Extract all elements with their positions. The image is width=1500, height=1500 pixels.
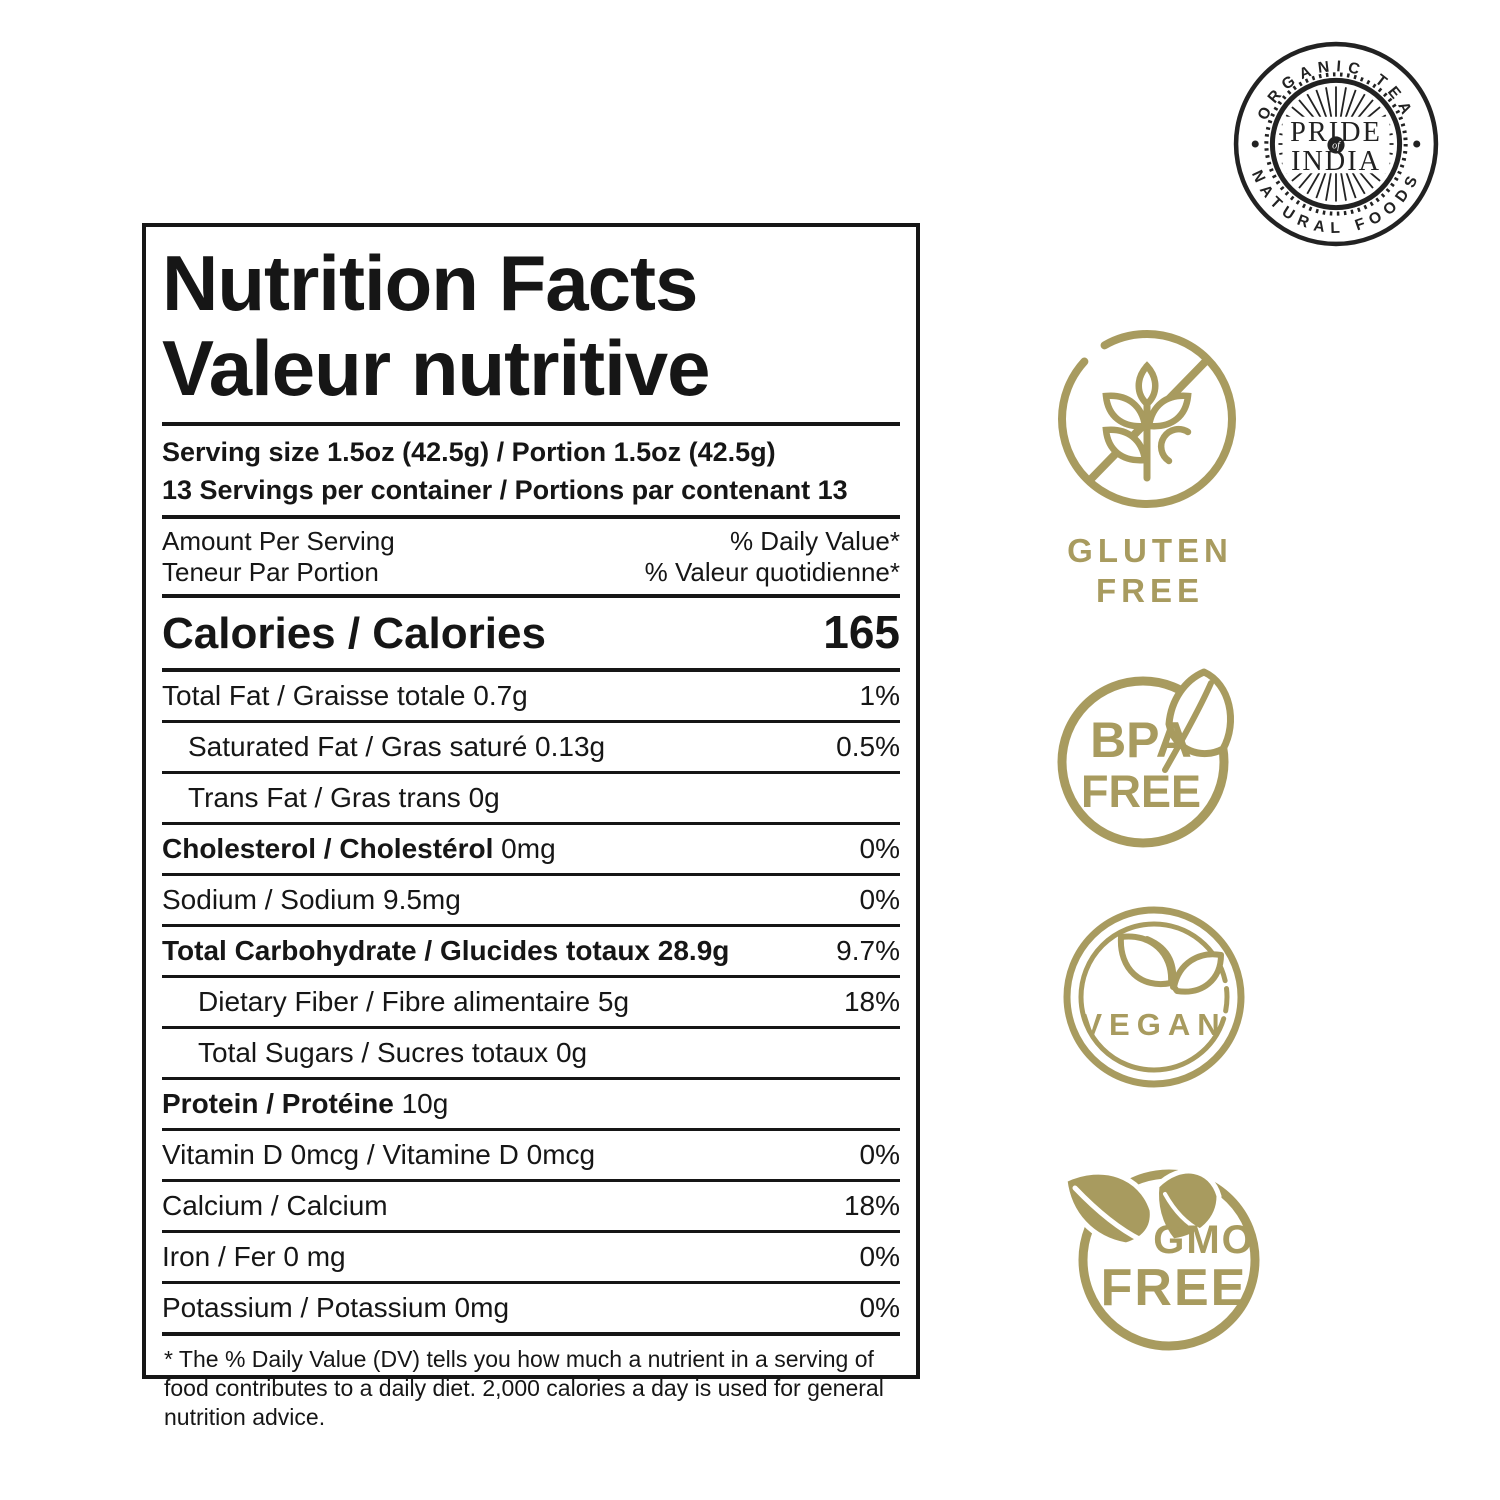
nutrient-name: 10g bbox=[393, 1088, 449, 1119]
nutrient-row: Calcium / Calcium 18% bbox=[162, 1179, 900, 1230]
vegan-badge: VEGAN bbox=[1059, 905, 1249, 1094]
logo-seal: ORGANIC TEA NATURAL FOODS PRIDE INDIA of bbox=[1233, 41, 1439, 247]
nutrient-rows: Total Fat / Graisse totale 0.7g 1% Satur… bbox=[162, 668, 900, 1332]
nutrient-name: 0mg bbox=[493, 833, 556, 864]
nutrient-value: 18% bbox=[843, 1190, 900, 1221]
vegan-text: VEGAN bbox=[1081, 1007, 1226, 1042]
calories-row: Calories / Calories 165 bbox=[162, 598, 900, 668]
divider bbox=[162, 1332, 900, 1336]
nutrient-name-bold: Total Carbohydrate / Glucides totaux 28.… bbox=[162, 935, 730, 966]
daily-value-en: % Daily Value* bbox=[729, 526, 900, 556]
nutrient-value: 1% bbox=[859, 680, 900, 711]
logo-gear-ring bbox=[1264, 72, 1408, 216]
gluten-free-icon bbox=[1058, 330, 1236, 508]
nutrient-value: 0.5% bbox=[836, 731, 900, 762]
serving-size: Serving size 1.5oz (42.5g) / Portion 1.5… bbox=[162, 437, 776, 467]
nutrient-name: Vitamin D 0mcg / Vitamine D 0mcg bbox=[162, 1139, 596, 1170]
nutrient-row: Protein / Protéine 10g bbox=[162, 1077, 900, 1128]
label-title-en: Nutrition Facts bbox=[162, 239, 698, 327]
gmo-free-icon: GMO FREE bbox=[1062, 1168, 1260, 1351]
bpa-free-text-line2: FREE bbox=[1081, 766, 1201, 817]
nutrient-row: Iron / Fer 0 mg 0% bbox=[162, 1230, 900, 1281]
logo-left-dot-icon bbox=[1251, 140, 1259, 148]
nutrient-value: 0% bbox=[859, 833, 900, 864]
vegan-icon: VEGAN bbox=[1063, 906, 1245, 1088]
nutrient-name: Trans Fat / Gras trans 0g bbox=[188, 782, 500, 813]
gmo-free-text-line1: GMO bbox=[1153, 1218, 1255, 1262]
nutrient-value: 9.7% bbox=[836, 935, 900, 966]
nutrient-value: 0% bbox=[859, 1292, 900, 1323]
label-title-fr: Valeur nutritive bbox=[162, 324, 711, 412]
nutrient-name-bold: Cholesterol / Cholestérol bbox=[162, 833, 494, 864]
nutrient-row: Dietary Fiber / Fibre alimentaire 5g 18% bbox=[162, 975, 900, 1026]
nutrient-row: Sodium / Sodium 9.5mg 0% bbox=[162, 873, 900, 924]
gmo-free-text-line2: FREE bbox=[1101, 1259, 1248, 1317]
divider bbox=[162, 594, 900, 598]
nutrient-name-bold: Protein / Protéine bbox=[162, 1088, 394, 1119]
amount-per-serving-en: Amount Per Serving bbox=[162, 526, 395, 556]
logo-of-dot bbox=[1327, 136, 1345, 154]
nutrient-value: 0% bbox=[859, 884, 900, 915]
amount-per-serving-fr: Teneur Par Portion bbox=[162, 557, 379, 587]
divider bbox=[162, 422, 900, 426]
serving-info: Serving size 1.5oz (42.5g) / Portion 1.5… bbox=[162, 426, 900, 515]
nutrient-row: Total Fat / Graisse totale 0.7g 1% bbox=[162, 672, 900, 720]
logo-right-dot-icon bbox=[1413, 140, 1421, 148]
gluten-free-label-line1: GLUTEN bbox=[1067, 532, 1233, 569]
nutrient-value: 0% bbox=[859, 1241, 900, 1272]
servings-per-container: 13 Servings per container / Portions par… bbox=[162, 475, 848, 505]
divider bbox=[162, 515, 900, 519]
bpa-free-text-line1: BPA bbox=[1090, 712, 1192, 768]
nutrient-value: 18% bbox=[843, 986, 900, 1017]
daily-value-fr: % Valeur quotidienne* bbox=[644, 557, 900, 587]
bpa-free-icon: BPA FREE bbox=[1057, 668, 1234, 848]
nutrient-name: Dietary Fiber / Fibre alimentaire 5g bbox=[198, 986, 630, 1017]
nutrient-row: Saturated Fat / Gras saturé 0.13g 0.5% bbox=[162, 720, 900, 771]
logo-center-mid-text: of bbox=[1332, 141, 1341, 152]
amount-per-serving-header: Amount Per Serving Teneur Par Portion % … bbox=[162, 519, 900, 594]
nutrient-row: Cholesterol / Cholestérol 0mg 0% bbox=[162, 822, 900, 873]
nutrient-row: Vitamin D 0mcg / Vitamine D 0mcg 0% bbox=[162, 1128, 900, 1179]
pride-of-india-logo: ORGANIC TEA NATURAL FOODS PRIDE INDIA of bbox=[1230, 38, 1442, 255]
gluten-free-label-line2: FREE bbox=[1095, 572, 1204, 609]
nutrient-name: Sodium / Sodium 9.5mg bbox=[162, 884, 461, 915]
gmo-free-badge: GMO FREE bbox=[1053, 1156, 1261, 1357]
nutrient-value: 0% bbox=[859, 1139, 900, 1170]
nutrition-facts-label: Nutrition Facts Valeur nutritive Serving… bbox=[142, 223, 920, 1430]
nutrient-name: Total Sugars / Sucres totaux 0g bbox=[198, 1037, 588, 1068]
nutrient-name: Saturated Fat / Gras saturé 0.13g bbox=[188, 731, 606, 762]
nutrient-name: Calcium / Calcium bbox=[162, 1190, 388, 1221]
nutrient-name: Iron / Fer 0 mg bbox=[162, 1241, 346, 1272]
calories-value: 165 bbox=[823, 606, 900, 658]
bpa-free-badge: BPA FREE bbox=[1053, 660, 1261, 855]
daily-value-footnote: * The % Daily Value (DV) tells you how m… bbox=[164, 1346, 884, 1430]
nutrient-row: Total Carbohydrate / Glucides totaux 28.… bbox=[162, 924, 900, 975]
nutrient-name: Total Fat / Graisse totale 0.7g bbox=[162, 680, 528, 711]
nutrient-name: Potassium / Potassium 0mg bbox=[162, 1292, 510, 1323]
nutrient-row: Total Sugars / Sucres totaux 0g bbox=[162, 1026, 900, 1077]
gluten-free-badge: GLUTEN FREE bbox=[1052, 328, 1248, 611]
calories-label: Calories / Calories bbox=[162, 609, 546, 658]
nutrient-row: Trans Fat / Gras trans 0g bbox=[162, 771, 900, 822]
nutrient-row: Potassium / Potassium 0mg 0% bbox=[162, 1281, 900, 1332]
